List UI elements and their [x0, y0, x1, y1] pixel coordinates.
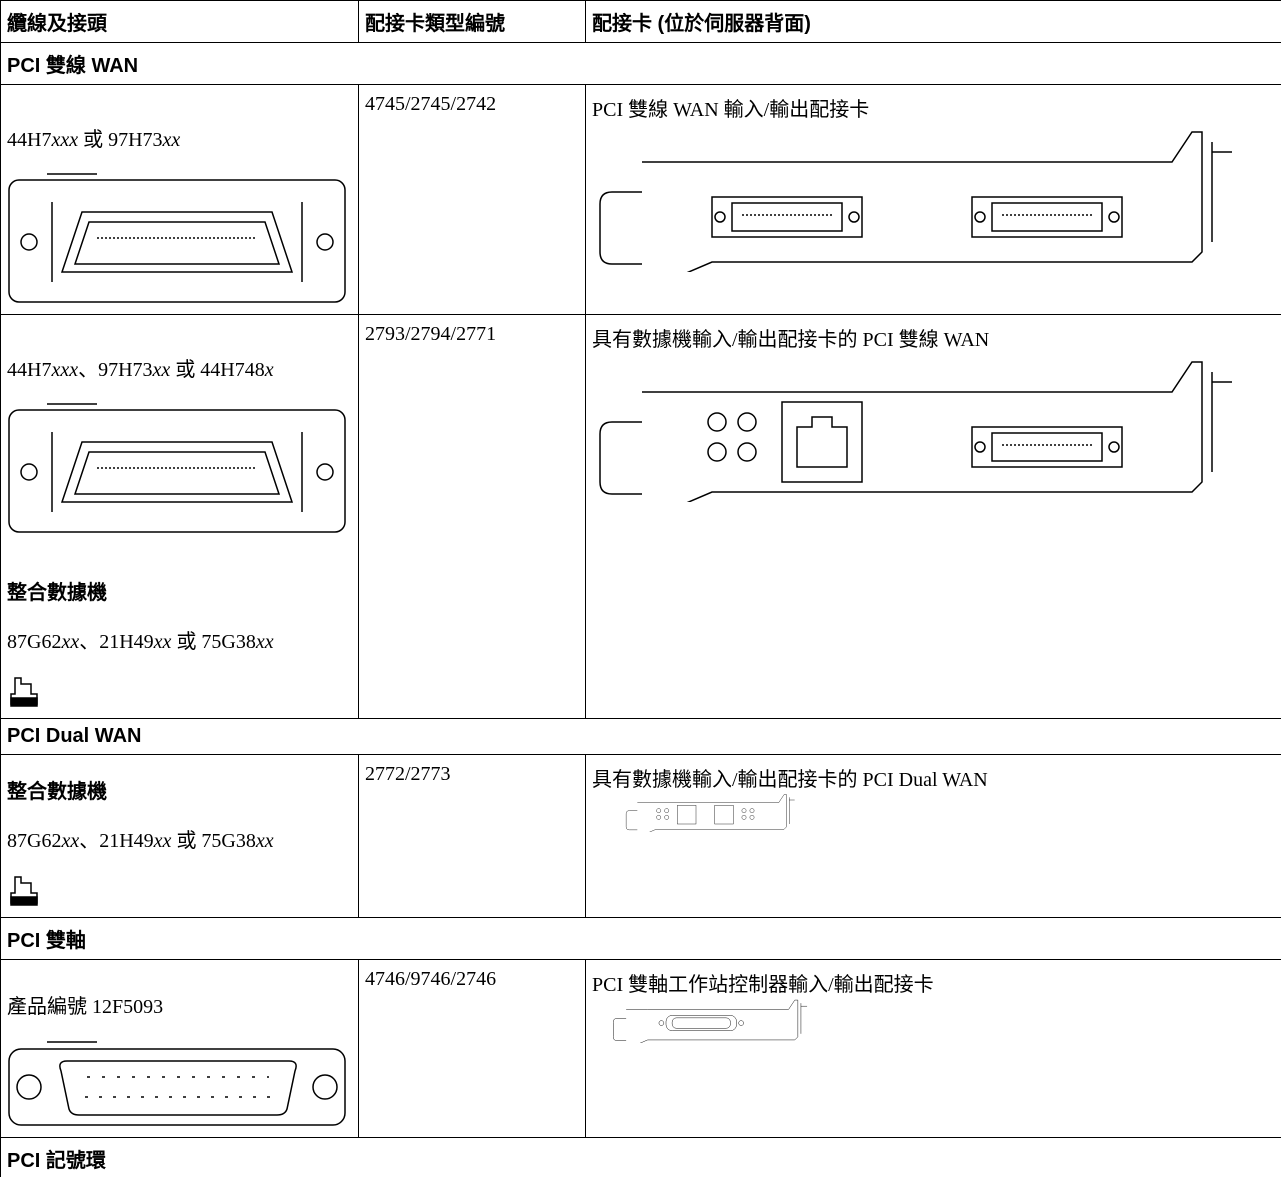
- italic-part: x: [264, 359, 274, 381]
- type-cell: 2793/2794/2771: [358, 314, 586, 719]
- section-title: PCI Dual WAN: [0, 718, 1281, 755]
- header-row: 纜線及接頭 配接卡類型編號 配接卡 (位於伺服器背面): [0, 0, 1281, 43]
- text-part: 87G62: [7, 631, 62, 653]
- connector-figure: [8, 173, 346, 303]
- cable-cell: 產品編號 12F5093: [0, 959, 359, 1138]
- italic-part: xx: [162, 129, 181, 151]
- cable-heading: 整合數據機: [7, 582, 107, 604]
- adapter-cell: 具有數據機輸入/輸出配接卡的 PCI Dual WAN: [585, 754, 1281, 918]
- section-title: PCI 雙線 WAN: [0, 42, 1281, 85]
- text-part: 44H7: [7, 359, 52, 381]
- card-figure: [613, 999, 808, 1043]
- adapter-text: 具有數據機輸入/輸出配接卡的 PCI Dual WAN: [592, 769, 988, 791]
- italic-part: xxx: [51, 129, 79, 151]
- text-part: 87G62: [7, 830, 62, 852]
- cable-text: 87G62xx、21H49xx 或 75G38xx: [7, 824, 352, 853]
- modem-icon: [10, 876, 38, 906]
- text-part: 或 97H73: [78, 129, 163, 151]
- type-cell: 2772/2773: [358, 754, 586, 918]
- header-cell: 配接卡 (位於伺服器背面): [585, 0, 1281, 43]
- cable-cell: 44H7xxx、97H73xx 或 44H748x 整合數據機 87G62xx、…: [0, 314, 359, 719]
- adapter-text: 具有數據機輸入/輸出配接卡的 PCI 雙線 WAN: [592, 329, 990, 351]
- italic-part: xx: [255, 830, 274, 852]
- text-part: 44H7: [7, 129, 52, 151]
- italic-part: xx: [153, 830, 172, 852]
- connector-figure: [8, 403, 346, 533]
- text-part: 、97H73: [78, 359, 153, 381]
- cable-text: 87G62xx、21H49xx 或 75G38xx: [7, 625, 352, 654]
- adapter-cell: PCI 雙線 WAN 輸入/輸出配接卡: [585, 84, 1281, 315]
- italic-part: xx: [61, 631, 80, 653]
- text-part: 、21H49: [79, 830, 154, 852]
- text-part: 、21H49: [79, 631, 154, 653]
- section-title: PCI 雙軸: [0, 917, 1281, 960]
- card-figure: [625, 794, 795, 832]
- text-part: 產品編號 12F5093: [7, 996, 164, 1018]
- cable-text: 產品編號 12F5093: [7, 990, 352, 1019]
- type-cell: 4745/2745/2742: [358, 84, 586, 315]
- text-part: 或 44H748: [170, 359, 265, 381]
- italic-part: xx: [61, 830, 80, 852]
- section-title: PCI 記號環: [0, 1137, 1281, 1177]
- modem-icon: [10, 677, 38, 707]
- cable-text: 44H7xxx、97H73xx 或 44H748x: [7, 353, 352, 382]
- header-cell: 纜線及接頭: [0, 0, 359, 43]
- adapter-cell: 具有數據機輸入/輸出配接卡的 PCI 雙線 WAN: [585, 314, 1281, 719]
- italic-part: xx: [255, 631, 274, 653]
- adapter-text: PCI 雙線 WAN 輸入/輸出配接卡: [592, 99, 870, 121]
- card-figure: [599, 131, 1233, 272]
- text-part: 或 75G38: [171, 631, 256, 653]
- adapter-cell: PCI 雙軸工作站控制器輸入/輸出配接卡: [585, 959, 1281, 1138]
- cable-text: 44H7xxx 或 97H73xx: [7, 123, 352, 152]
- cable-cell: 整合數據機 87G62xx、21H49xx 或 75G38xx: [0, 754, 359, 918]
- adapter-text: PCI 雙軸工作站控制器輸入/輸出配接卡: [592, 974, 934, 996]
- italic-part: xx: [152, 359, 171, 381]
- type-cell: 4746/9746/2746: [358, 959, 586, 1138]
- card-figure: [599, 361, 1233, 502]
- connector-figure: [8, 1041, 346, 1126]
- italic-part: xxx: [51, 359, 79, 381]
- header-cell: 配接卡類型編號: [358, 0, 586, 43]
- italic-part: xx: [153, 631, 172, 653]
- cable-heading: 整合數據機: [7, 781, 107, 803]
- text-part: 或 75G38: [171, 830, 256, 852]
- cable-cell: 44H7xxx 或 97H73xx: [0, 84, 359, 315]
